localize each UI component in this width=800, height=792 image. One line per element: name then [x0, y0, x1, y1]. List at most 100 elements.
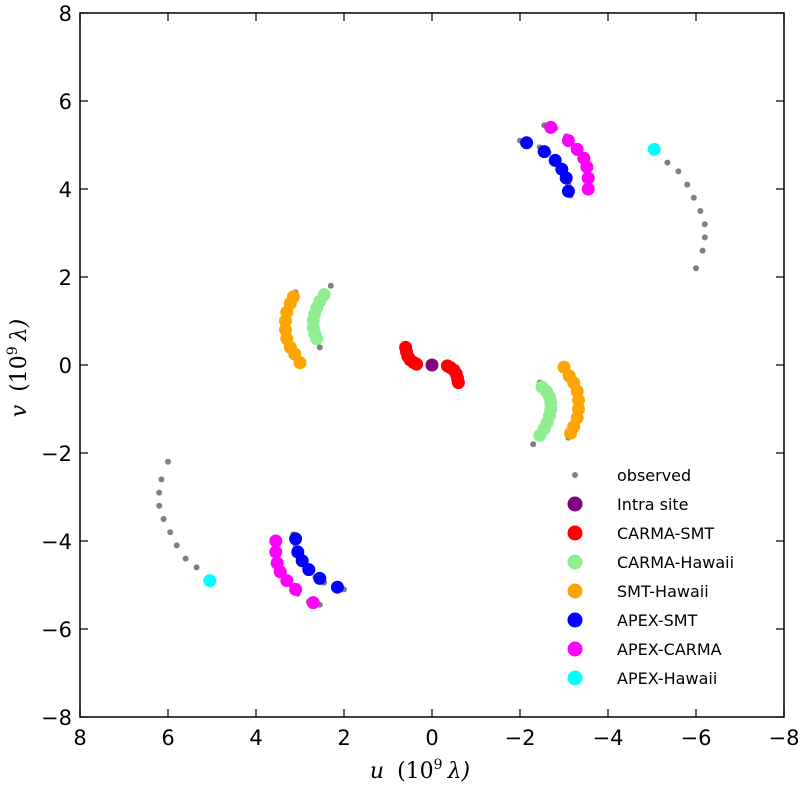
series-carma-smt [399, 340, 465, 390]
data-point [701, 234, 708, 241]
data-point [664, 159, 671, 166]
data-point [690, 194, 697, 201]
data-point [535, 380, 549, 394]
legend: observed Intra site CARMA-SMT CARMA-Hawaii S… [567, 466, 734, 688]
data-point [293, 356, 307, 370]
x-tick-label: −6 [681, 726, 712, 750]
series-carma-hawaii [306, 288, 558, 442]
data-point [156, 502, 163, 509]
legend-label: APEX-Hawaii [617, 669, 717, 688]
data-point [684, 181, 691, 188]
data-point [291, 545, 305, 559]
data-point [561, 134, 575, 148]
x-tick-label: −2 [505, 726, 536, 750]
data-point [537, 145, 551, 159]
legend-marker [567, 554, 583, 570]
data-point [156, 489, 163, 496]
data-point [165, 458, 171, 465]
legend-marker [567, 641, 583, 657]
y-tick-label: 8 [59, 2, 72, 26]
series-apex-carma [269, 120, 595, 610]
data-points [156, 120, 708, 610]
data-point [530, 441, 537, 448]
data-point [410, 357, 424, 371]
data-point [269, 534, 283, 548]
data-point [330, 580, 344, 594]
data-point [269, 545, 283, 559]
legend-marker [572, 472, 578, 478]
data-point [310, 332, 324, 346]
legend-label: Intra site [617, 495, 689, 514]
legend-label: CARMA-Hawaii [617, 553, 734, 572]
x-tick-label: 4 [249, 726, 262, 750]
data-point [270, 556, 284, 570]
data-point [173, 542, 180, 549]
data-point [559, 171, 573, 185]
x-axis-label: u (109 λ) [370, 757, 470, 784]
data-point [693, 265, 699, 272]
data-point [440, 359, 454, 373]
data-point [306, 596, 320, 610]
x-tick-label: −4 [593, 726, 624, 750]
y-axis-unit: (10 [7, 355, 32, 392]
x-tick-label: 2 [337, 726, 350, 750]
data-point [158, 476, 165, 483]
data-point [203, 574, 217, 588]
data-point [675, 168, 682, 175]
y-axis-lambda: λ) [7, 319, 32, 343]
legend-marker [567, 525, 583, 541]
data-point [167, 529, 174, 536]
data-point [327, 282, 334, 289]
data-point [182, 555, 189, 562]
data-point [699, 247, 706, 254]
y-tick-label: 0 [59, 354, 72, 378]
series-intra-site [425, 358, 439, 372]
legend-marker [567, 496, 583, 512]
x-tick-label: 8 [73, 726, 86, 750]
y-tick-label: −6 [41, 618, 72, 642]
series-apex-hawaii [203, 142, 661, 588]
data-point [544, 120, 558, 134]
y-tick-label: 6 [59, 90, 72, 114]
y-axis-exponent: 9 [5, 346, 21, 355]
legend-marker [567, 583, 583, 599]
y-tick-label: −4 [41, 530, 72, 554]
data-point [647, 142, 661, 156]
y-tick-label: 2 [59, 266, 72, 290]
data-point [561, 184, 575, 198]
y-tick-label: −8 [41, 706, 72, 730]
y-axis-label: v (109 λ) [5, 319, 32, 417]
x-axis-unit: (10 [397, 759, 434, 784]
legend-marker [567, 612, 583, 628]
x-tick-label: 0 [425, 726, 438, 750]
data-point [316, 344, 323, 351]
data-point [289, 582, 303, 596]
x-axis-exponent: 9 [434, 757, 443, 773]
data-point [160, 516, 167, 522]
series-apex-smt [289, 136, 575, 594]
data-point [289, 532, 303, 546]
x-tick-label: 6 [161, 726, 174, 750]
legend-label: APEX-CARMA [617, 640, 722, 659]
x-axis-lambda: λ) [447, 759, 471, 784]
data-point [313, 571, 327, 585]
x-axis-variable: u [370, 759, 384, 784]
y-tick-label: 4 [59, 178, 72, 202]
data-point [697, 208, 704, 214]
data-point [425, 358, 439, 372]
y-tick-label: −2 [41, 442, 72, 466]
data-point [581, 182, 595, 196]
data-point [581, 171, 595, 185]
data-point [701, 221, 708, 228]
legend-marker [567, 670, 583, 686]
data-point [193, 564, 200, 571]
y-axis-variable: v [7, 404, 32, 417]
data-point [580, 160, 594, 174]
x-tick-label: −8 [769, 726, 800, 750]
legend-label: observed [617, 466, 691, 485]
legend-label: SMT-Hawaii [617, 582, 709, 601]
data-point [557, 360, 571, 374]
legend-label: APEX-SMT [617, 611, 698, 630]
